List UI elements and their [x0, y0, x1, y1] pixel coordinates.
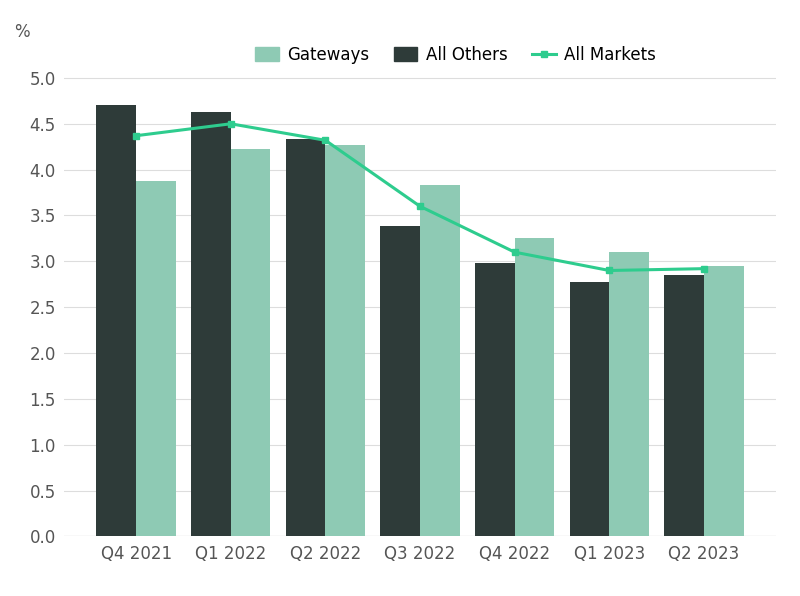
Bar [326, 145, 365, 536]
Bar [475, 263, 514, 536]
Bar [96, 105, 136, 536]
Bar [610, 252, 649, 536]
Bar [704, 266, 744, 536]
Bar [420, 185, 460, 536]
Bar [570, 283, 610, 536]
Bar [136, 181, 176, 536]
Text: %: % [14, 23, 30, 41]
Bar [514, 238, 554, 536]
Bar [191, 112, 230, 536]
Bar [664, 275, 704, 536]
Legend: Gateways, All Others, All Markets: Gateways, All Others, All Markets [249, 39, 662, 71]
Bar [380, 226, 420, 536]
Bar [230, 150, 270, 536]
Bar [286, 139, 326, 536]
